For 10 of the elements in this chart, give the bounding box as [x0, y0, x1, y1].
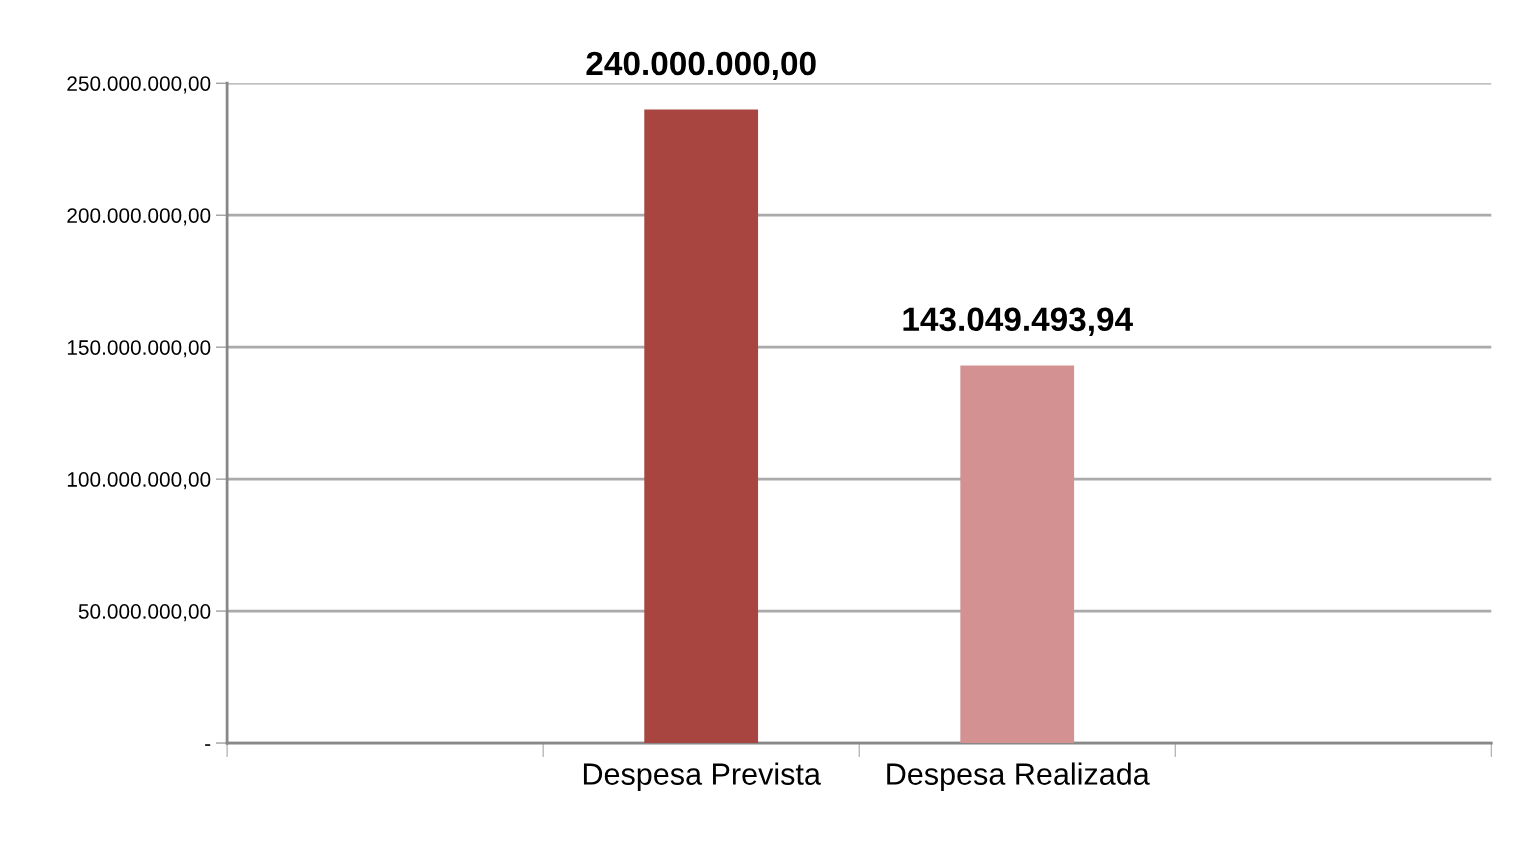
data-label: 240.000.000,00	[586, 51, 816, 81]
y-tick-label: 200.000.000,00	[67, 208, 211, 226]
x-tick-label: Despesa Prevista	[583, 762, 821, 791]
data-label: 143.049.493,94	[903, 307, 1133, 336]
y-tick-label: -	[205, 744, 211, 746]
y-tick-label: 150.000.000,00	[67, 340, 211, 358]
x-tick-label: Despesa Realizada	[887, 762, 1150, 791]
y-tick-label: 250.000.000,00	[67, 76, 211, 94]
y-tick-label: 50.000.000,00	[78, 604, 211, 622]
y-tick-label: 100.000.000,00	[67, 472, 211, 490]
